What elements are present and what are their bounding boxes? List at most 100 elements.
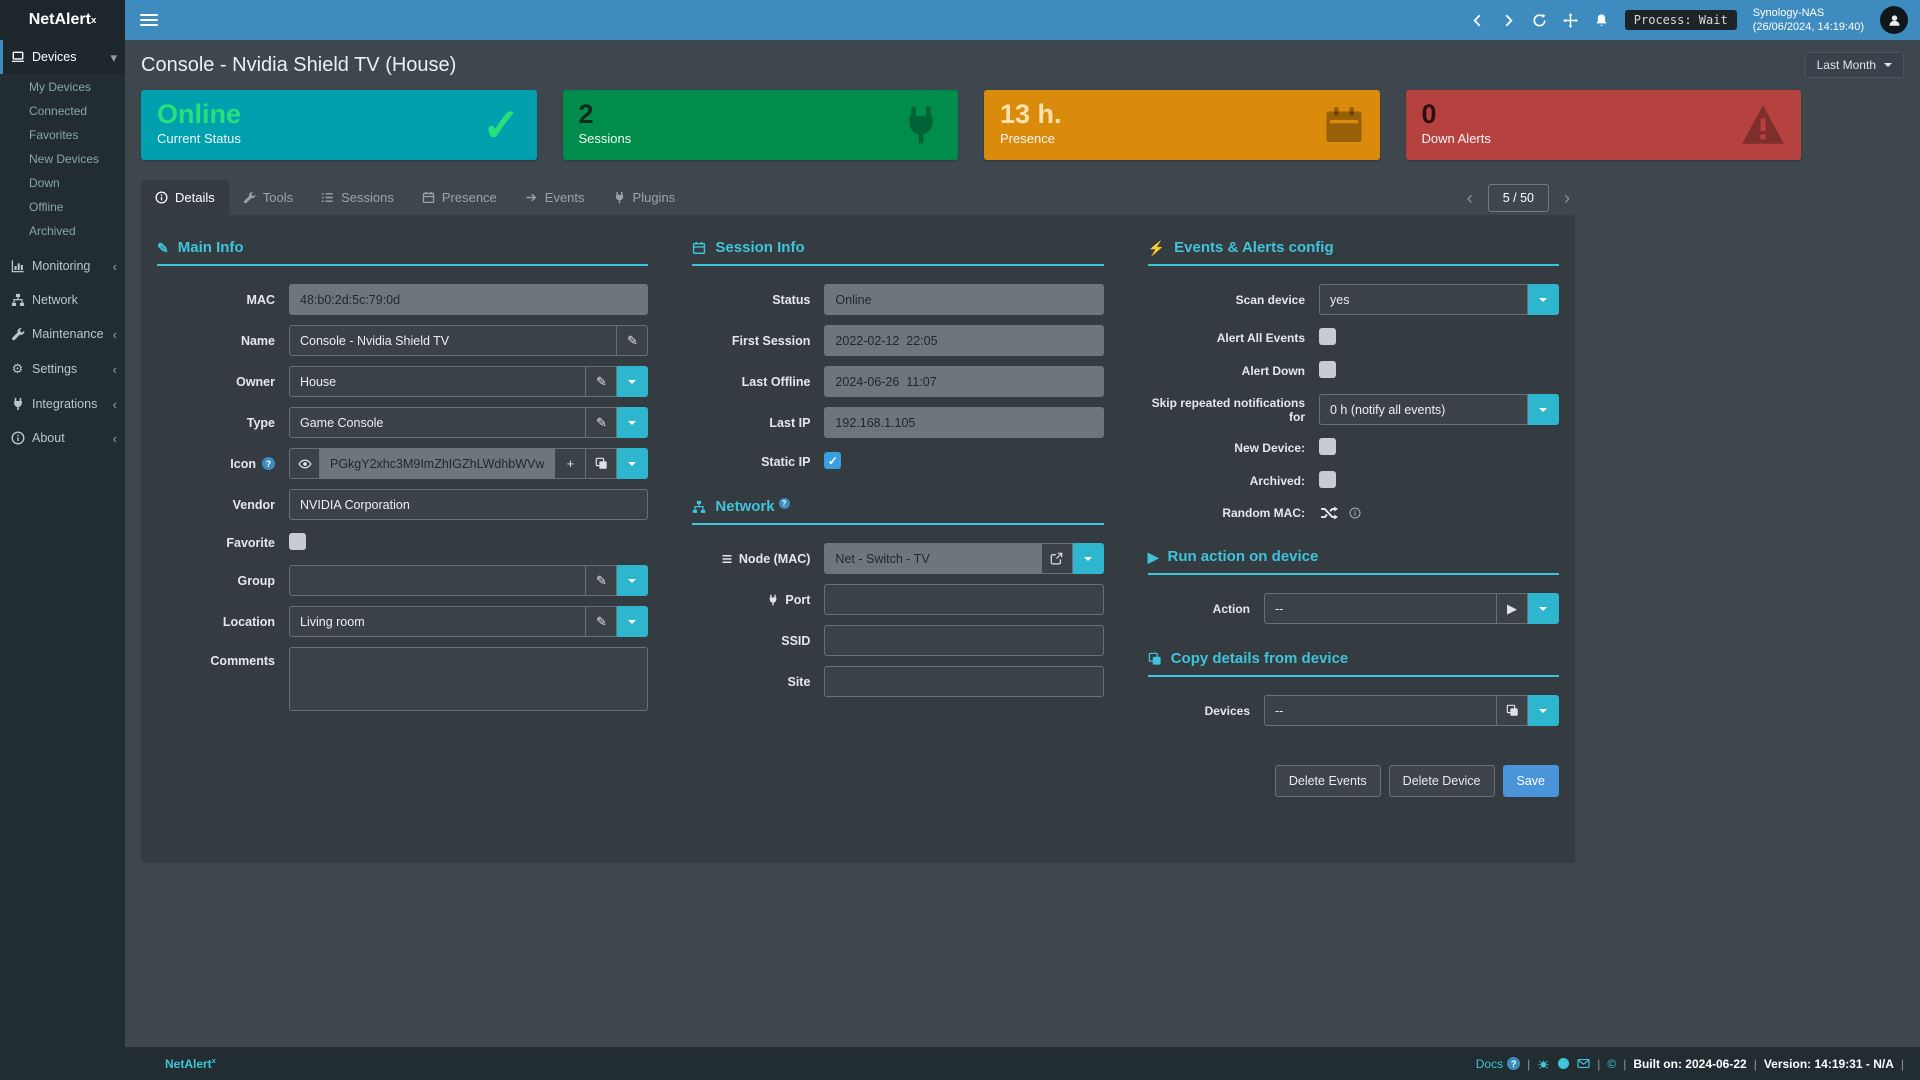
edit-group-button[interactable]: ✎ [586, 565, 618, 596]
pager-prev-button[interactable]: ‹ [1466, 188, 1473, 208]
nav-forward-icon[interactable] [1501, 13, 1516, 28]
alert-all-events-checkbox[interactable] [1319, 328, 1336, 345]
bug-report-icon[interactable] [1537, 1057, 1550, 1070]
add-icon-button[interactable]: + [555, 448, 587, 479]
avatar[interactable] [1880, 6, 1908, 34]
copyright-icon[interactable]: © [1607, 1056, 1617, 1071]
group-input[interactable] [289, 565, 587, 596]
new-device-checkbox[interactable] [1319, 438, 1336, 455]
sidebar-toggle-icon[interactable] [140, 11, 158, 29]
sidebar-item-about[interactable]: About ‹ [0, 421, 125, 455]
edit-owner-button[interactable]: ✎ [586, 366, 618, 397]
pager-next-button[interactable]: › [1564, 188, 1570, 208]
sidebar-item-my-devices[interactable]: My Devices [29, 80, 92, 94]
sidebar-item-down[interactable]: Down [29, 176, 60, 190]
archived-checkbox[interactable] [1319, 471, 1336, 488]
edit-location-button[interactable]: ✎ [586, 606, 618, 637]
card-presence[interactable]: 13 h. Presence [984, 90, 1380, 160]
sidebar-item-devices[interactable]: Devices ▾ [0, 40, 125, 74]
alert-down-checkbox[interactable] [1319, 361, 1336, 378]
site-input[interactable] [824, 666, 1104, 697]
type-input[interactable]: Game Console [289, 407, 587, 438]
network-icon [10, 293, 25, 307]
ssid-input[interactable] [824, 625, 1104, 656]
mac-field[interactable]: 48:b0:2d:5c:79:0d [289, 284, 649, 315]
nav-back-icon[interactable] [1470, 13, 1485, 28]
skip-notifications-dropdown-button[interactable] [1528, 394, 1559, 425]
copy-devices-dropdown-button[interactable] [1528, 695, 1559, 726]
run-action-button[interactable]: ▶ [1497, 593, 1528, 624]
comments-textarea[interactable] [289, 647, 649, 711]
help-icon[interactable] [262, 457, 275, 470]
sidebar-item-integrations[interactable]: Integrations ‹ [0, 387, 125, 421]
card-down-alerts[interactable]: 0 Down Alerts [1405, 90, 1801, 160]
github-icon[interactable] [1557, 1057, 1570, 1070]
footer-brand[interactable]: NetAlertx [165, 1056, 216, 1071]
sidebar-item-maintenance[interactable]: Maintenance ‹ [0, 317, 125, 351]
action-select[interactable]: -- [1264, 593, 1497, 624]
tab-sessions[interactable]: Sessions [307, 180, 408, 215]
copy-icon-button[interactable] [586, 448, 618, 479]
open-node-button[interactable] [1041, 543, 1073, 574]
skip-notifications-select[interactable]: 0 h (notify all events) [1319, 394, 1528, 425]
card-label: Presence [1000, 131, 1055, 147]
icon-base64-field[interactable]: PGkgY2xhc3M9ImZhIGZhLWdhbWVw [320, 448, 556, 479]
copy-devices-select[interactable]: -- [1264, 695, 1497, 726]
node-dropdown-button[interactable] [1072, 543, 1104, 574]
owner-input[interactable]: House [289, 366, 587, 397]
info-icon[interactable] [1349, 507, 1361, 519]
delete-device-button[interactable]: Delete Device [1388, 765, 1495, 797]
vendor-input[interactable]: NVIDIA Corporation [289, 489, 649, 520]
scan-device-dropdown-button[interactable] [1528, 284, 1559, 315]
sidebar-item-archived[interactable]: Archived [29, 224, 76, 238]
tab-events[interactable]: Events [511, 180, 599, 215]
bell-icon[interactable] [1594, 13, 1609, 28]
sidebar-item-connected[interactable]: Connected [29, 104, 88, 118]
tab-plugins[interactable]: Plugins [599, 180, 690, 215]
owner-dropdown-button[interactable] [617, 366, 649, 397]
edit-type-button[interactable]: ✎ [586, 407, 618, 438]
location-input[interactable]: Living room [289, 606, 587, 637]
last-ip-field[interactable]: 192.168.1.105 [824, 407, 1104, 438]
delete-events-button[interactable]: Delete Events [1274, 765, 1381, 797]
pencil-icon: ✎ [595, 613, 607, 629]
card-current-status[interactable]: Online Current Status ✓ [141, 90, 537, 160]
preview-icon-button[interactable] [289, 448, 320, 479]
group-dropdown-button[interactable] [617, 565, 649, 596]
period-selector[interactable]: Last Month [1804, 52, 1904, 78]
action-dropdown-button[interactable] [1528, 593, 1559, 624]
sidebar-item-offline[interactable]: Offline [29, 200, 64, 214]
node-field[interactable]: Net - Switch - TV [824, 543, 1042, 574]
sidebar-item-favorites[interactable]: Favorites [29, 128, 79, 142]
help-icon[interactable] [778, 498, 790, 509]
icon-dropdown-button[interactable] [617, 448, 649, 479]
field-row-skip-notifications: Skip repeated notifications for 0 h (not… [1148, 394, 1559, 425]
docs-link[interactable]: Docs [1476, 1057, 1521, 1071]
move-arrows-icon[interactable] [1562, 12, 1578, 28]
first-session-field[interactable]: 2022-02-12 22:05 [824, 325, 1104, 356]
sidebar-item-new-devices[interactable]: New Devices [29, 152, 100, 166]
copy-from-device-button[interactable] [1497, 695, 1528, 726]
name-input[interactable]: Console - Nvidia Shield TV [289, 325, 618, 356]
tab-tools[interactable]: Tools [229, 180, 307, 215]
sidebar-item-monitoring[interactable]: Monitoring ‹ [0, 249, 125, 283]
scan-device-select[interactable]: yes [1319, 284, 1528, 315]
mail-icon[interactable] [1577, 1057, 1590, 1070]
static-ip-checkbox[interactable] [824, 452, 842, 469]
tab-presence[interactable]: Presence [408, 180, 511, 215]
last-offline-field[interactable]: 2024-06-26 11:07 [824, 366, 1104, 397]
brand-logo[interactable]: NetAlert x [0, 0, 125, 40]
port-input[interactable] [824, 584, 1104, 615]
type-dropdown-button[interactable] [617, 407, 649, 438]
tab-details[interactable]: Details [141, 180, 229, 215]
favorite-checkbox[interactable] [289, 533, 306, 550]
card-sessions[interactable]: 2 Sessions [562, 90, 958, 160]
sidebar-item-network[interactable]: Network [0, 283, 125, 317]
edit-name-button[interactable]: ✎ [617, 325, 649, 356]
sidebar-item-settings[interactable]: ⚙ Settings ‹ [0, 351, 125, 387]
chevron-left-icon: ‹ [112, 258, 117, 274]
location-dropdown-button[interactable] [617, 606, 649, 637]
status-field[interactable]: Online [824, 284, 1104, 315]
save-button[interactable]: Save [1502, 765, 1559, 797]
refresh-icon[interactable] [1532, 13, 1547, 28]
